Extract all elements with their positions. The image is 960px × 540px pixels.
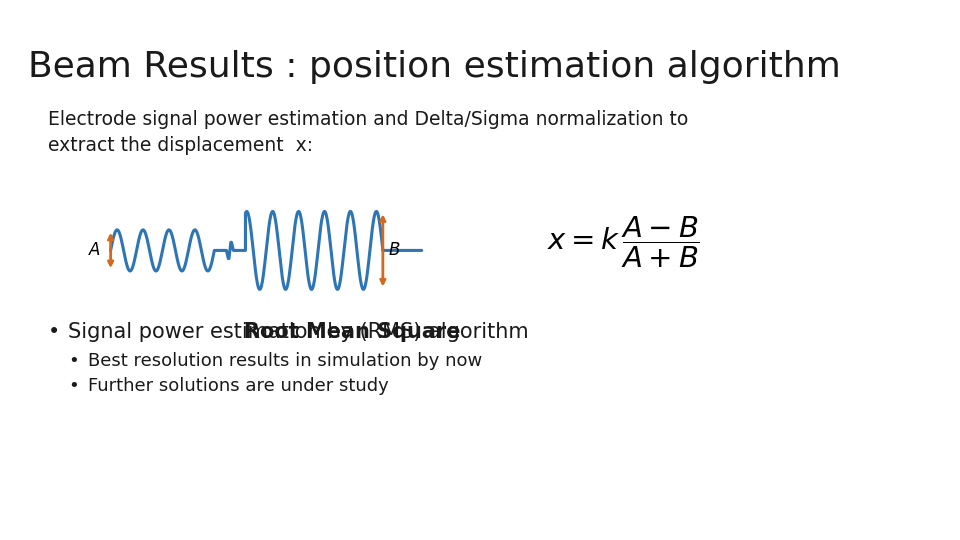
Text: $A$: $A$	[87, 241, 101, 259]
Text: Best resolution results in simulation by now: Best resolution results in simulation by…	[88, 352, 482, 370]
Text: Electrode signal power estimation and Delta/Sigma normalization to: Electrode signal power estimation and De…	[48, 110, 688, 129]
Text: extract the displacement  x:: extract the displacement x:	[48, 136, 313, 155]
Text: •: •	[68, 352, 79, 370]
Text: $x = k\,\dfrac{A - B}{A + B}$: $x = k\,\dfrac{A - B}{A + B}$	[547, 215, 700, 270]
Text: •: •	[68, 377, 79, 395]
Text: $B$: $B$	[388, 241, 400, 259]
Text: (RMS) algorithm: (RMS) algorithm	[352, 322, 528, 342]
Text: Further solutions are under study: Further solutions are under study	[88, 377, 389, 395]
Text: Signal power estimation by: Signal power estimation by	[68, 322, 359, 342]
Text: Beam Results : position estimation algorithm: Beam Results : position estimation algor…	[28, 50, 841, 84]
Text: •: •	[48, 322, 60, 342]
Text: Root Mean Square: Root Mean Square	[244, 322, 460, 342]
